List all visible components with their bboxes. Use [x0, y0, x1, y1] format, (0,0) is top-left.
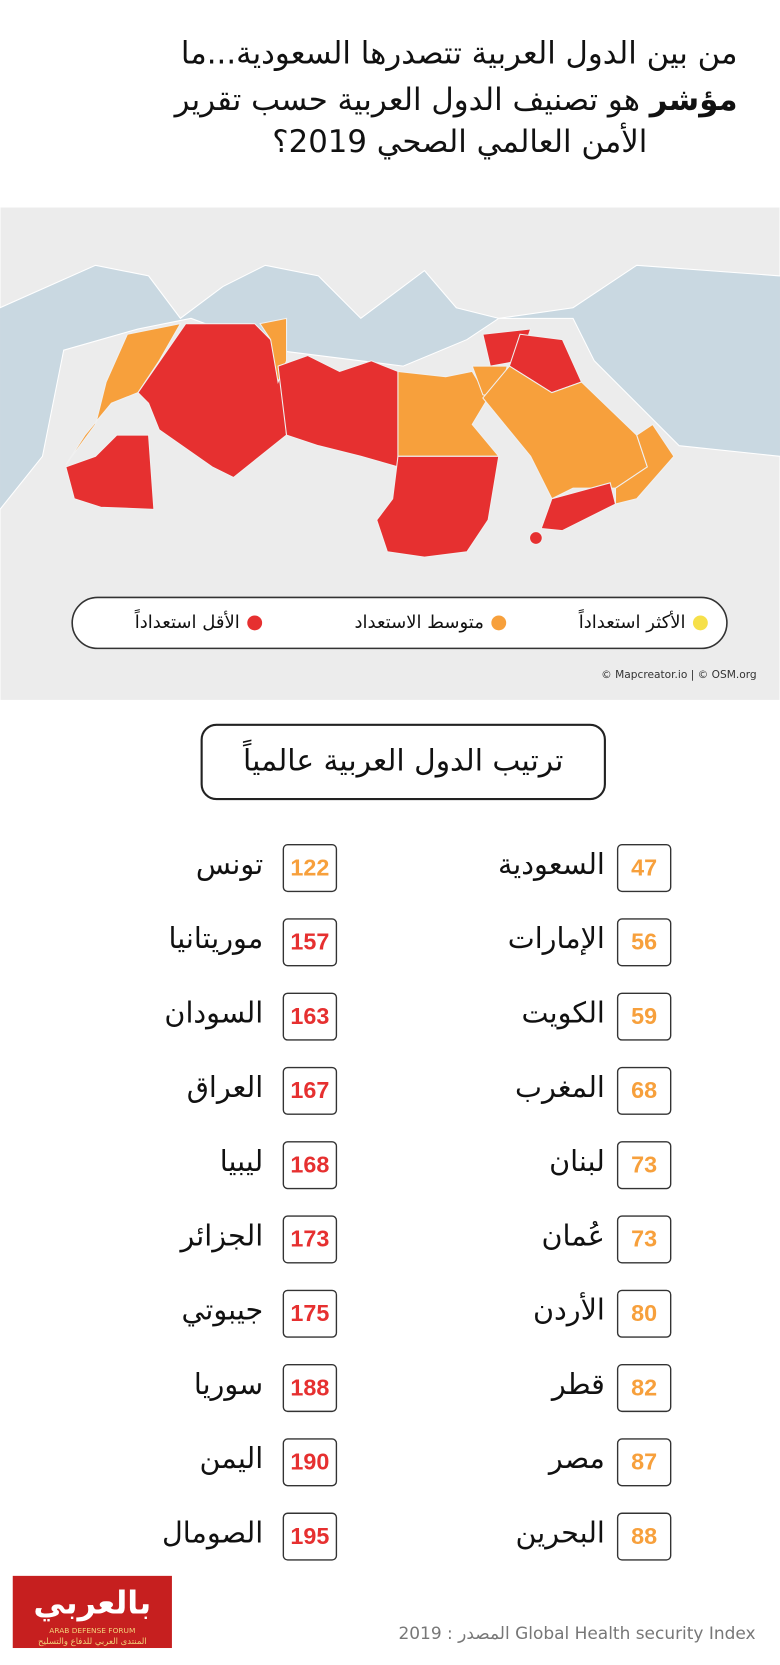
logo-en: ARAB DEFENSE FORUM	[49, 1626, 135, 1635]
country-name: الإمارات	[508, 921, 605, 956]
rank-number: 190	[290, 1449, 329, 1475]
rank-number: 73	[631, 1151, 657, 1177]
region	[376, 455, 500, 558]
country-name: عُمان	[541, 1218, 604, 1252]
rank-number: 168	[290, 1151, 329, 1177]
logo-ar: المنتدى العربي للدفاع والتسليح	[38, 1636, 147, 1646]
rank-box	[616, 1215, 672, 1264]
ranking-title: ترتيب الدول العربية عالمياً	[243, 739, 564, 779]
rank-box	[282, 1512, 338, 1561]
rank-box	[616, 1438, 672, 1487]
rank-box	[616, 1363, 672, 1413]
legend-label: الأكثر استعداداً	[578, 609, 686, 633]
rank-box	[282, 844, 338, 893]
rank-number: 47	[631, 854, 657, 880]
source: المصدر : 2019 Global Health security Ind…	[398, 1624, 755, 1644]
rank-box	[282, 1141, 338, 1190]
country-name: اليمن	[200, 1441, 264, 1475]
title-line: الأمن العالمي الصحي 2019؟	[272, 122, 647, 160]
rank-number: 73	[631, 1226, 657, 1252]
country-name: الأردن	[533, 1291, 605, 1327]
title-part: هو تصنيف الدول العربية حسب تقرير	[173, 81, 640, 117]
rank-box	[616, 918, 672, 967]
country-name: جيبوتي	[182, 1293, 264, 1327]
rank-box	[616, 1512, 672, 1561]
rank-number: 175	[290, 1300, 329, 1326]
ranking-title-box	[200, 723, 606, 801]
legend-box	[71, 596, 728, 650]
region	[65, 322, 182, 466]
legend-dot	[692, 615, 708, 631]
rank-number: 157	[290, 929, 329, 955]
rank-box	[616, 1289, 672, 1338]
logo-bg	[12, 1575, 172, 1649]
country-name: ليبيا	[220, 1144, 263, 1178]
country-name: البحرين	[515, 1515, 604, 1549]
rank-number: 122	[290, 854, 329, 880]
rank-number: 173	[290, 1226, 329, 1252]
rank-box	[282, 1438, 338, 1487]
country-name: المغرب	[515, 1070, 605, 1104]
country-name: تونس	[196, 847, 263, 881]
country-name: الكويت	[521, 995, 604, 1029]
region	[614, 423, 675, 505]
rank-box	[282, 918, 338, 967]
rank-box	[616, 1066, 672, 1115]
rank-number: 167	[290, 1077, 329, 1103]
rank-number: 195	[290, 1523, 329, 1549]
rank-box	[616, 844, 672, 893]
attribution: © Mapcreator.io | © OSM.org	[601, 668, 757, 681]
rank-box	[282, 1215, 338, 1264]
rank-box	[282, 1363, 338, 1413]
country-name: مصر	[547, 1441, 605, 1475]
logo: بالعربي ARAB DEFENSE FORUM المنتدى العرب…	[12, 1575, 172, 1649]
rank-number: 56	[631, 929, 657, 955]
region	[540, 482, 617, 532]
country-name: الصومال	[162, 1515, 263, 1549]
rank-box	[282, 1066, 338, 1115]
title-line: من بين الدول العربية تتصدرها السعودية...…	[181, 36, 738, 72]
rank-number: 88	[631, 1523, 657, 1549]
country-name: السودان	[164, 995, 263, 1029]
legend-dot	[491, 615, 507, 631]
country-name: موريتانيا	[169, 921, 264, 955]
legend-dot	[247, 615, 263, 631]
country-name: سوريا	[194, 1367, 263, 1401]
region	[529, 531, 543, 545]
rank-number: 80	[631, 1300, 657, 1326]
country-name: السعودية	[498, 847, 605, 881]
country-name: الجزائر	[178, 1218, 263, 1252]
country-name: لبنان	[549, 1144, 605, 1178]
legend-label: متوسط الاستعداد	[354, 612, 483, 633]
legend-label: الأقل استعداداً	[134, 609, 240, 633]
title-line: مؤشر هو تصنيف الدول العربية حسب تقرير	[173, 81, 738, 117]
rank-box	[282, 1289, 338, 1338]
rank-box	[616, 992, 672, 1041]
logo-text: بالعربي	[33, 1584, 151, 1622]
rank-number: 87	[631, 1449, 657, 1475]
rank-number: 82	[631, 1374, 657, 1400]
rank-number: 188	[290, 1374, 329, 1400]
land	[0, 206, 780, 320]
region	[65, 434, 155, 510]
rank-number: 163	[290, 1003, 329, 1029]
title-bold: مؤشر	[648, 81, 738, 117]
country-name: قطر	[550, 1367, 605, 1401]
map: © Mapcreator.io | © OSM.org	[0, 206, 780, 701]
country-name: العراق	[187, 1070, 263, 1104]
rank-number: 59	[631, 1003, 657, 1029]
rank-number: 68	[631, 1077, 657, 1103]
rank-box	[282, 992, 338, 1041]
rank-box	[616, 1141, 672, 1190]
